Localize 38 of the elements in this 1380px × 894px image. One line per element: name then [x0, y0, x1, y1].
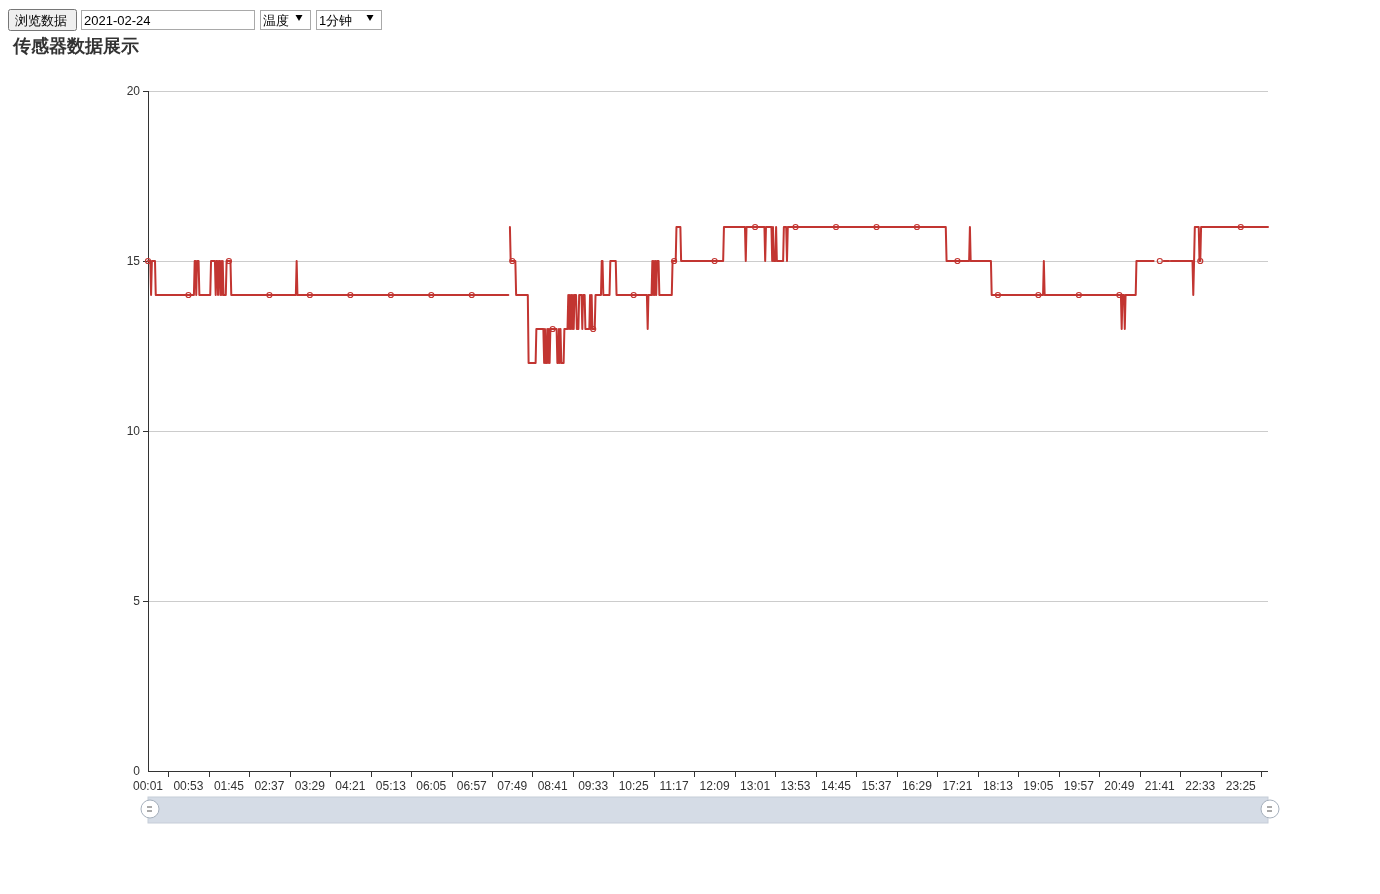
x-tick-label: 22:33 [1185, 779, 1216, 793]
x-tick-label: 12:09 [699, 779, 730, 793]
x-tick-label: 16:29 [901, 779, 933, 793]
x-tick-label: 02:37 [254, 779, 285, 793]
x-tick-label: 03:29 [294, 779, 326, 793]
x-tick-label: 14:45 [821, 779, 852, 793]
control-button: 浏览数据 [8, 9, 77, 31]
y-tick-label: 20 [126, 84, 141, 98]
x-tick-label: 11:17 [659, 779, 690, 793]
x-tick-label: 00:53 [173, 779, 204, 793]
x-tick-label: 23:25 [1225, 779, 1257, 793]
x-tick-label: 01:45 [213, 779, 245, 793]
x-tick-label: 19:57 [1063, 779, 1095, 793]
x-tick-label: 08:41 [537, 779, 569, 793]
control-select: 温度 [260, 10, 311, 30]
control-input: 2021-02-24 [81, 10, 255, 30]
x-tick-label: 21:41 [1144, 779, 1176, 793]
y-tick-label: 10 [126, 424, 141, 438]
control-select: 1分钟 [316, 10, 382, 30]
x-tick-label: 13:53 [780, 779, 811, 793]
x-tick-label: 15:37 [861, 779, 892, 793]
x-tick-label: 09:33 [578, 779, 609, 793]
y-tick-label: 0 [133, 764, 141, 778]
chart-title: 传感器数据展示 [12, 36, 139, 56]
x-tick-label: 18:13 [982, 779, 1014, 793]
x-tick-label: 06:05 [416, 779, 447, 793]
x-tick-label: 17:21 [942, 779, 973, 793]
x-tick-label: 06:57 [456, 779, 488, 793]
x-tick-label: 10:25 [618, 779, 650, 793]
x-tick-label: 07:49 [497, 779, 528, 793]
x-tick-label: 00:01 [132, 779, 164, 793]
y-tick-label: 15 [126, 254, 141, 268]
x-tick-label: 04:21 [335, 779, 366, 793]
y-tick-label: 5 [133, 594, 141, 608]
x-tick-label: 13:01 [740, 779, 771, 793]
x-tick-label: 20:49 [1104, 779, 1135, 793]
x-tick-label: 05:13 [375, 779, 407, 793]
x-tick-label: 19:05 [1023, 779, 1054, 793]
